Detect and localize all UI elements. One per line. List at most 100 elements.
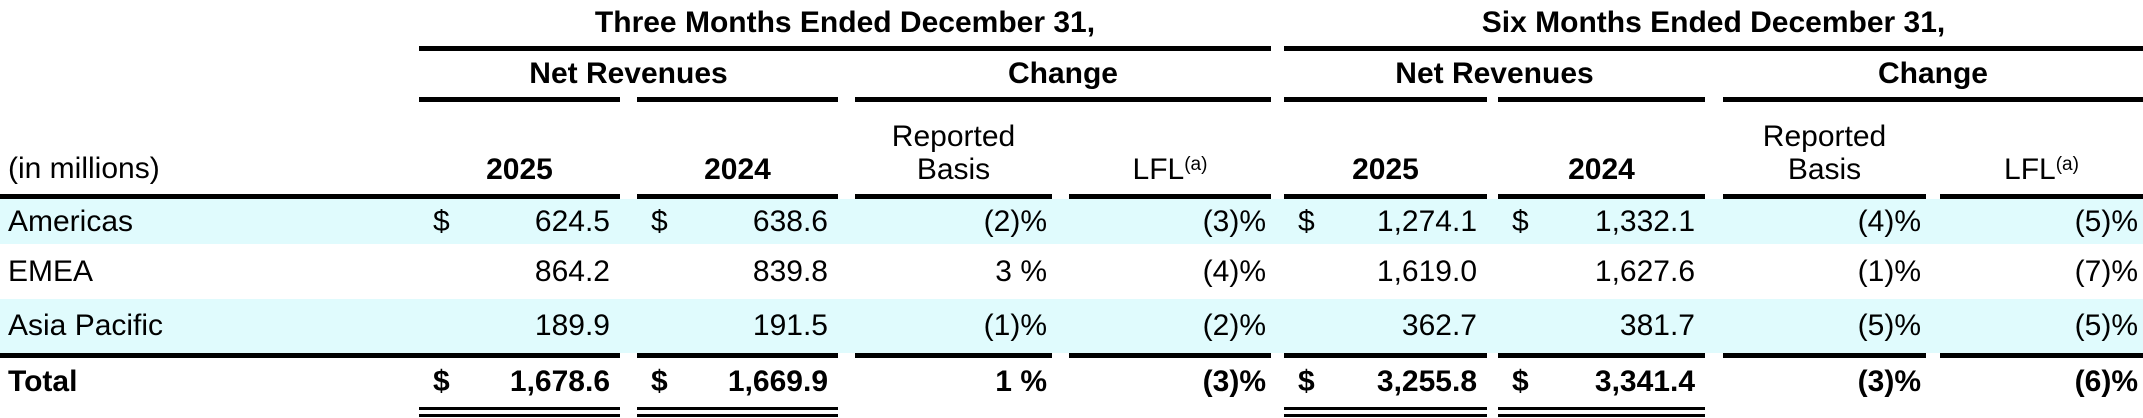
americas-3m-2024: $ 638.6	[637, 199, 838, 244]
basis-line2: Basis	[1787, 153, 1862, 186]
value: 1,619.0	[1376, 254, 1477, 288]
rule-segment	[1498, 194, 1705, 199]
double-rule-cell	[419, 405, 620, 418]
col-header-reported-basis-3m: Reported Basis	[855, 102, 1052, 194]
americas-6m-lfl-change: (5)%	[2074, 204, 2138, 238]
asia-6m-2024: 381.7	[1498, 299, 1705, 353]
lfl-footnote-marker: (a)	[2055, 154, 2079, 175]
reported-line1: Reported	[891, 120, 1016, 153]
change-header-3m: Change	[1007, 57, 1118, 90]
emea-3m-2024: 839.8	[637, 244, 838, 299]
value: 864.2	[534, 254, 610, 288]
value: 189.9	[534, 309, 610, 342]
rule-under-column-headers	[0, 194, 2143, 199]
value: 3,255.8	[1376, 364, 1477, 398]
asia-3m-2025: 189.9	[419, 299, 620, 353]
table-row-emea: EMEA 864.2 839.8 3 % (4)% 1,619.0 1,627.…	[0, 244, 2143, 299]
currency-symbol: $	[433, 364, 450, 398]
total-6m-reported-change: (3)%	[1857, 364, 1921, 398]
currency-symbol: $	[651, 204, 668, 238]
rule-segment	[1284, 353, 1487, 358]
row-label: EMEA	[8, 254, 94, 288]
rule-segment	[1069, 353, 1271, 358]
period-header-three-months: Three Months Ended December 31,	[594, 6, 1096, 39]
value: 1,627.6	[1594, 254, 1695, 288]
emea-6m-2024: 1,627.6	[1498, 244, 1705, 299]
rule-segment	[637, 97, 838, 102]
double-rule	[1284, 407, 1487, 417]
row-label: Asia Pacific	[8, 309, 164, 342]
currency-symbol: $	[1512, 204, 1529, 238]
asia-3m-2024: 191.5	[637, 299, 838, 353]
double-rule-cell	[637, 405, 838, 418]
rule-segment	[637, 353, 838, 358]
row-label: Americas	[8, 204, 134, 238]
total-3m-lfl-change: (3)%	[1202, 364, 1266, 398]
value: 362.7	[1401, 309, 1477, 342]
value: 381.7	[1619, 309, 1695, 342]
column-header-row: (in millions) 2025 2024 Reported Basis L…	[0, 102, 2143, 194]
asia-6m-2025: 362.7	[1284, 299, 1487, 353]
currency-symbol: $	[1298, 364, 1315, 398]
table-row-asia-pacific: Asia Pacific 189.9 191.5 (1)% (2)% 362.7…	[0, 299, 2143, 353]
value: 638.6	[752, 204, 828, 238]
rule-segment	[1498, 353, 1705, 358]
asia-3m-reported-change: (1)%	[983, 309, 1047, 342]
americas-6m-reported-change: (4)%	[1857, 204, 1921, 238]
emea-6m-2025: 1,619.0	[1284, 244, 1487, 299]
rule-segment	[1284, 97, 1487, 102]
americas-3m-2025: $ 624.5	[419, 199, 620, 244]
emea-3m-lfl-change: (4)%	[1202, 254, 1266, 288]
emea-6m-reported-change: (1)%	[1857, 254, 1921, 288]
rule-segment	[855, 353, 1052, 358]
rule-segment	[1940, 194, 2143, 199]
emea-3m-2025: 864.2	[419, 244, 620, 299]
col-header-2024-6m: 2024	[1568, 153, 1635, 186]
net-revenues-header-6m: Net Revenues	[1395, 57, 1594, 90]
rule-segment	[637, 194, 838, 199]
rule-under-group-headers	[0, 97, 2143, 102]
period-header-row: Three Months Ended December 31, Six Mont…	[0, 0, 2143, 46]
reported-line1: Reported	[1762, 120, 1887, 153]
value: 1,678.6	[509, 364, 610, 398]
americas-6m-2025: $ 1,274.1	[1284, 199, 1487, 244]
rule-segment	[1940, 353, 2143, 358]
col-header-2025-3m: 2025	[486, 153, 553, 186]
currency-symbol: $	[651, 364, 668, 398]
change-header-6m: Change	[1877, 57, 1988, 90]
period-header-six-months: Six Months Ended December 31,	[1481, 6, 1946, 39]
currency-symbol: $	[433, 204, 450, 238]
col-header-2025-6m: 2025	[1352, 153, 1419, 186]
rule-segment	[419, 194, 620, 199]
rule-segment	[0, 353, 419, 358]
currency-symbol: $	[1512, 364, 1529, 398]
currency-symbol: $	[1298, 204, 1315, 238]
americas-6m-2024: $ 1,332.1	[1498, 199, 1705, 244]
unit-label: (in millions)	[8, 152, 160, 185]
total-6m-2024: $ 3,341.4	[1498, 358, 1705, 405]
rule-segment	[1723, 194, 1926, 199]
value: 624.5	[534, 204, 610, 238]
net-revenues-header-3m: Net Revenues	[529, 57, 728, 90]
value: 1,332.1	[1594, 204, 1695, 238]
rule-segment	[419, 353, 620, 358]
lfl-footnote-marker: (a)	[1184, 154, 1208, 175]
rule-segment	[1723, 353, 1926, 358]
emea-6m-lfl-change: (7)%	[2074, 254, 2138, 288]
double-rule-cell	[1498, 405, 1705, 418]
table-row-americas: Americas $ 624.5 $ 638.6 (2)% (3)% $ 1,2…	[0, 199, 2143, 244]
total-6m-lfl-change: (6)%	[2074, 364, 2138, 398]
rule-segment	[1284, 194, 1487, 199]
lfl-label: LFL	[1132, 153, 1185, 186]
group-header-row: Net Revenues Change Net Revenues Change	[0, 51, 2143, 97]
rule-above-total	[0, 353, 2143, 358]
asia-6m-lfl-change: (5)%	[2074, 309, 2138, 342]
double-rule-cell	[1284, 405, 1487, 418]
asia-3m-lfl-change: (2)%	[1202, 309, 1266, 342]
total-3m-2025: $ 1,678.6	[419, 358, 620, 405]
double-rule	[1498, 407, 1705, 417]
total-6m-2025: $ 3,255.8	[1284, 358, 1487, 405]
rule-segment	[1498, 97, 1705, 102]
value: 839.8	[752, 254, 828, 288]
